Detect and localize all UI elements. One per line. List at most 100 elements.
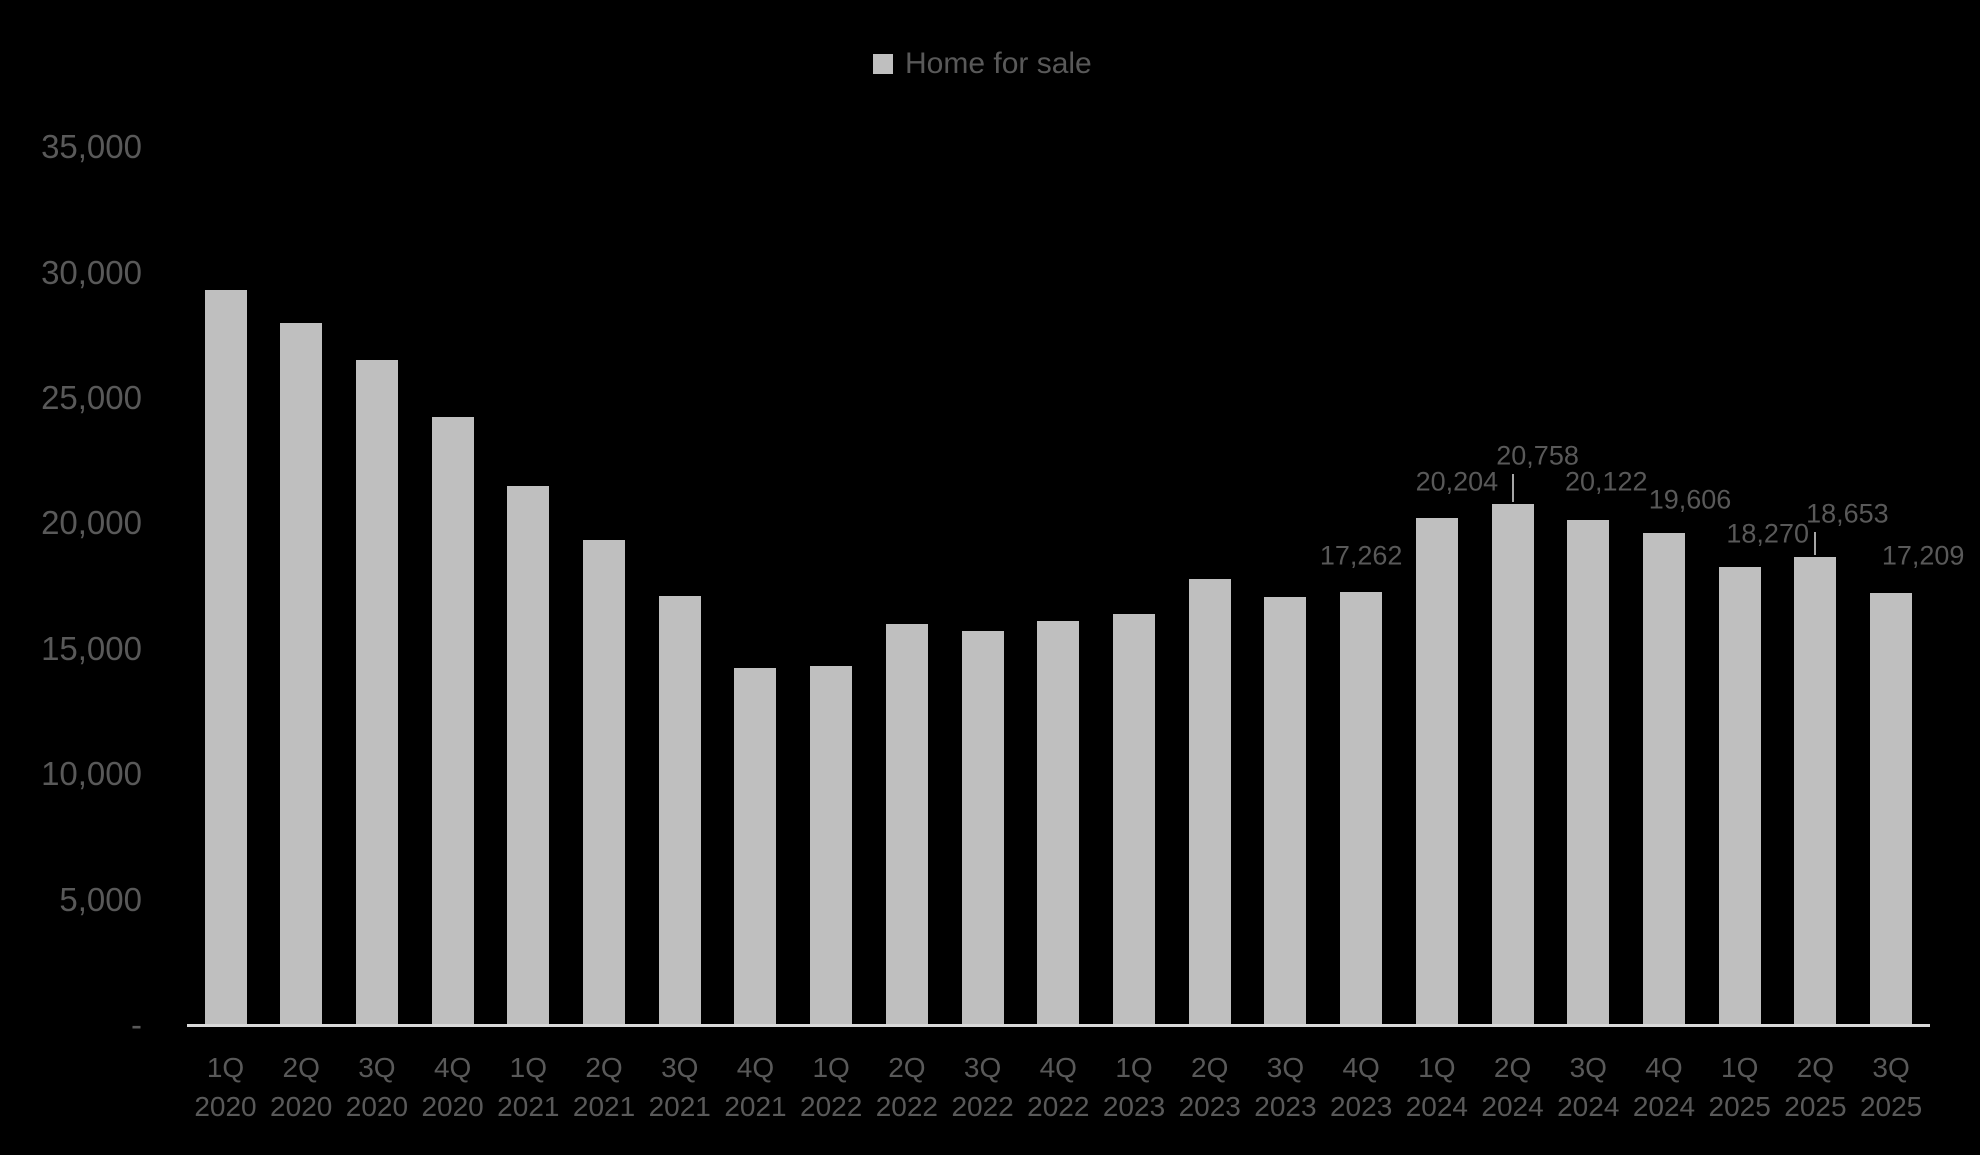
- bar: [355, 360, 398, 1025]
- x-axis-label-quarter: 1Q: [509, 1052, 547, 1083]
- x-axis-label: 2Q 2022: [842, 1048, 972, 1126]
- x-axis-label-year: 2022: [951, 1091, 1014, 1122]
- x-axis-label: 2Q 2020: [236, 1048, 366, 1126]
- x-axis-label-year: 2022: [800, 1091, 863, 1122]
- bar: [204, 290, 247, 1025]
- x-axis-label-year: 2023: [1178, 1091, 1241, 1122]
- bar: [431, 416, 474, 1025]
- x-axis-label-year: 2021: [572, 1091, 636, 1122]
- bar: [885, 623, 928, 1025]
- x-axis-label-year: 2020: [194, 1091, 257, 1122]
- x-axis-label-year: 2021: [648, 1091, 711, 1122]
- x-axis-label-quarter: 1Q: [1115, 1052, 1153, 1083]
- bar: [734, 667, 777, 1025]
- data-label: 19,606: [1648, 484, 1732, 515]
- x-axis-label-quarter: 2Q: [282, 1052, 320, 1083]
- bar: [1415, 518, 1458, 1025]
- bar: [1340, 592, 1383, 1025]
- bar: [1794, 557, 1837, 1025]
- x-axis-label: 3Q 2024: [1523, 1048, 1653, 1126]
- x-axis-label-quarter: 4Q: [1645, 1052, 1683, 1083]
- x-axis-label: 2Q 2024: [1448, 1048, 1578, 1126]
- data-label-leader-line: [1814, 532, 1817, 556]
- x-axis-label-quarter: 3Q: [358, 1052, 396, 1083]
- x-axis-label-year: 2025: [1784, 1091, 1847, 1122]
- x-axis-label-year: 2024: [1557, 1091, 1620, 1122]
- x-axis-label-year: 2024: [1405, 1091, 1468, 1122]
- y-axis-tick-label: 35,000: [41, 128, 142, 166]
- y-axis-tick-label: 15,000: [41, 629, 142, 667]
- x-axis-label-quarter: 4Q: [736, 1052, 775, 1083]
- x-axis-label: 4Q 2020: [388, 1048, 518, 1126]
- x-axis-label-year: 2023: [1102, 1091, 1166, 1122]
- bar: [1491, 504, 1534, 1025]
- x-axis-label: 3Q 2020: [312, 1048, 442, 1126]
- x-axis-label-quarter: 1Q: [1418, 1052, 1456, 1083]
- x-axis-label: 1Q 2022: [766, 1048, 896, 1126]
- bar: [583, 539, 626, 1025]
- x-axis-label-quarter: 4Q: [433, 1052, 472, 1083]
- x-axis-label: 1Q 2024: [1372, 1048, 1502, 1126]
- bar: [1870, 593, 1913, 1025]
- chart-legend: Home for sale: [873, 47, 1092, 81]
- x-axis-label-quarter: 2Q: [1493, 1052, 1532, 1083]
- x-axis-label-year: 2023: [1329, 1091, 1393, 1122]
- x-axis-label-quarter: 3Q: [1266, 1052, 1305, 1083]
- data-label-leader-line: [1511, 474, 1514, 503]
- x-axis-label-year: 2025: [1708, 1091, 1771, 1122]
- y-axis-tick-label: 10,000: [41, 755, 142, 793]
- x-axis-label: 1Q 2023: [1069, 1048, 1199, 1126]
- x-axis-label-quarter: 1Q: [206, 1052, 245, 1083]
- x-axis-label: 3Q 2025: [1826, 1048, 1956, 1126]
- y-axis-tick-label: -: [131, 1005, 142, 1043]
- x-axis-label-year: 2020: [345, 1091, 409, 1122]
- x-axis-label: 3Q 2021: [615, 1048, 745, 1126]
- x-axis-label-quarter: 2Q: [585, 1052, 623, 1083]
- x-axis-label-quarter: 3Q: [963, 1052, 1002, 1083]
- x-axis-label-year: 2024: [1481, 1091, 1544, 1122]
- x-axis-label-year: 2024: [1632, 1091, 1696, 1122]
- x-axis-label-quarter: 4Q: [1039, 1052, 1077, 1083]
- x-axis-label-quarter: 1Q: [812, 1052, 850, 1083]
- x-axis-label-year: 2021: [724, 1091, 787, 1122]
- x-axis-label-quarter: 3Q: [1872, 1052, 1910, 1083]
- x-axis-label-quarter: 2Q: [1796, 1052, 1835, 1083]
- y-axis-tick-label: 25,000: [41, 379, 142, 417]
- data-label: 18,653: [1806, 498, 1889, 529]
- bar: [1113, 613, 1156, 1025]
- bar: [658, 596, 701, 1025]
- data-label: 17,209: [1881, 540, 1965, 571]
- x-axis-line: [187, 1024, 1930, 1027]
- x-axis-label: 2Q 2025: [1750, 1048, 1880, 1126]
- x-axis-label-year: 2025: [1859, 1091, 1923, 1122]
- data-label: 20,204: [1415, 466, 1499, 497]
- bar: [1188, 578, 1231, 1025]
- y-axis-tick-label: 5,000: [59, 880, 142, 918]
- bar: [1567, 520, 1610, 1025]
- x-axis-label-quarter: 1Q: [1721, 1052, 1759, 1083]
- x-axis-label: 4Q 2024: [1599, 1048, 1729, 1126]
- bar: [1264, 597, 1307, 1025]
- bar: [280, 322, 323, 1025]
- bar: [1718, 566, 1761, 1025]
- x-axis-label: 2Q 2023: [1145, 1048, 1275, 1126]
- x-axis-label-year: 2021: [497, 1091, 560, 1122]
- x-axis-label-quarter: 4Q: [1342, 1052, 1380, 1083]
- x-axis-label-quarter: 3Q: [661, 1052, 699, 1083]
- legend-swatch-icon: [873, 54, 893, 74]
- x-axis-label: 1Q 2020: [161, 1048, 291, 1126]
- x-axis-label: 2Q 2021: [539, 1048, 669, 1126]
- y-axis-tick-label: 30,000: [41, 253, 142, 291]
- x-axis-label: 4Q 2022: [993, 1048, 1123, 1126]
- y-axis-tick-label: 20,000: [41, 504, 142, 542]
- bar: [1037, 621, 1080, 1025]
- data-label: 18,270: [1726, 518, 1809, 549]
- x-axis-label-quarter: 2Q: [888, 1052, 926, 1083]
- bar: [961, 631, 1004, 1025]
- x-axis-label-year: 2020: [270, 1091, 333, 1122]
- data-label: 20,122: [1564, 466, 1648, 497]
- x-axis-label: 3Q 2022: [918, 1048, 1048, 1126]
- x-axis-label: 4Q 2023: [1296, 1048, 1426, 1126]
- bar: [507, 485, 550, 1025]
